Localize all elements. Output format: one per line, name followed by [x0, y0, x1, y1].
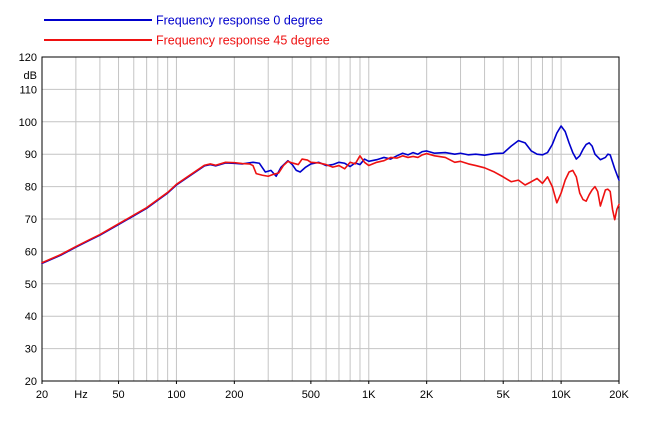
x-tick-label: 50 [112, 389, 124, 401]
series-line-1 [41, 152, 620, 264]
y-axis-unit-label: dB [24, 70, 37, 82]
x-tick-label: 2K [420, 389, 434, 401]
y-tick-label: 120 [19, 52, 37, 64]
x-tick-label: 20 [36, 389, 48, 401]
y-tick-label: 80 [25, 182, 37, 194]
x-tick-label: 1K [362, 389, 376, 401]
legend: Frequency response 0 degree Frequency res… [44, 14, 330, 48]
y-tick-label: 90 [25, 149, 37, 161]
legend-label-0: Frequency response 0 degree [156, 14, 323, 28]
y-tick-label: 60 [25, 246, 37, 258]
y-tick-label: 110 [19, 84, 37, 96]
x-tick-label: 200 [225, 389, 243, 401]
legend-label-1: Frequency response 45 degree [156, 34, 330, 48]
y-tick-label: 40 [25, 311, 37, 323]
series-layer [41, 125, 620, 265]
y-tick-label: 70 [25, 214, 37, 226]
x-tick-label: 5K [496, 389, 510, 401]
x-tick-label: 10K [551, 389, 571, 401]
plot-frame [41, 56, 620, 382]
y-tick-label: 30 [25, 344, 37, 356]
x-axis-unit-label: Hz [74, 389, 87, 401]
x-axis-ticks: 20 50 100 200 500 1K 2K 5K 10K 20K [36, 381, 629, 401]
x-tick-label: 20K [609, 389, 629, 401]
y-tick-label: 20 [25, 376, 37, 388]
x-tick-label: 100 [167, 389, 185, 401]
y-axis-ticks: 20 30 40 50 60 70 80 90 100 110 120 [19, 52, 37, 388]
y-tick-label: 50 [25, 279, 37, 291]
x-tick-label: 500 [302, 389, 320, 401]
y-tick-label: 100 [19, 117, 37, 129]
